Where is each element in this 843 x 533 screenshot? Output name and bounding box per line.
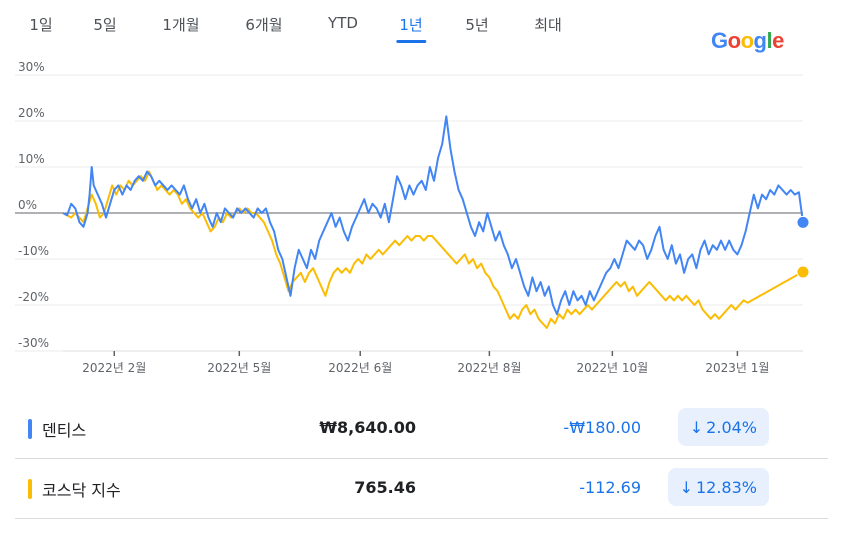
y-tick-label: 0% (18, 198, 37, 212)
y-tick-label: -30% (18, 336, 49, 350)
chart-grid (15, 74, 803, 352)
tab-ytd[interactable]: YTD (328, 14, 358, 32)
series-price: ₩8,640.00 (319, 418, 416, 437)
y-tick-label: 10% (18, 152, 45, 166)
y-tick-label: -20% (18, 290, 49, 304)
series-end-point (796, 265, 810, 279)
x-tick-label: 2022년 8월 (457, 361, 521, 375)
percent-change-badge: ↓ 12.83% (667, 468, 769, 506)
y-axis: 30% 20% 10% 0% -10% -20% -30% (18, 60, 49, 350)
tab-5d[interactable]: 5일 (93, 16, 117, 34)
logo-letter: o (727, 28, 741, 53)
tab-5y[interactable]: 5년 (465, 16, 489, 34)
y-tick-label: -10% (18, 244, 49, 258)
logo-letter: g (753, 28, 767, 53)
series-name: 덴티스 (42, 421, 87, 440)
x-tick-label: 2022년 6월 (328, 361, 392, 375)
tab-1d[interactable]: 1일 (29, 16, 53, 34)
arrow-down-icon: ↓ (689, 417, 704, 437)
tab-1m[interactable]: 1개월 (162, 16, 200, 34)
logo-letter: l (766, 28, 773, 53)
y-tick-label: 20% (18, 106, 45, 120)
series-color-marker (28, 419, 32, 439)
chart-series (62, 115, 810, 329)
arrow-down-icon: ↓ (679, 477, 693, 497)
tab-max[interactable]: 최대 (534, 16, 562, 34)
google-logo: Google (711, 28, 784, 54)
percent-change-value: 2.04% (706, 417, 757, 437)
x-tick-label: 2022년 5월 (207, 361, 271, 375)
y-tick-label: 30% (18, 60, 45, 74)
logo-letter: e (772, 28, 784, 53)
series-line-kosdaq (62, 170, 804, 329)
x-axis: 2022년 2월 2022년 5월 2022년 6월 2022년 8월 2022년 10… (63, 350, 803, 375)
series-change: -112.69 (579, 478, 641, 497)
logo-letter: o (740, 28, 754, 53)
series-price: 765.46 (354, 478, 416, 497)
series-color-marker (28, 479, 32, 499)
logo-letter: G (711, 28, 728, 53)
percent-change-value: 12.83% (695, 477, 757, 497)
x-tick-label: 2022년 10월 (577, 361, 649, 375)
series-change: -₩180.00 (563, 418, 641, 437)
legend-row-dentis[interactable]: 덴티스 ₩8,640.00 -₩180.00 ↓ 2.04% (15, 398, 828, 459)
series-name: 코스닥 지수 (42, 481, 121, 500)
percent-change-badge: ↓ 2.04% (677, 408, 769, 446)
tab-1y[interactable]: 1년 (399, 16, 423, 34)
price-chart[interactable]: 30% 20% 10% 0% -10% -20% -30% 2022년 2월 2022년 5월… (0, 60, 843, 390)
range-tabs: 1일 5일 1개월 6개월 YTD 1년 5년 최대 (0, 0, 843, 48)
x-tick-label: 2023년 1월 (705, 361, 769, 375)
series-line-dentis (62, 115, 804, 316)
x-tick-label: 2022년 2월 (82, 361, 146, 375)
tab-6m[interactable]: 6개월 (245, 16, 283, 34)
legend-row-kosdaq[interactable]: 코스닥 지수 765.46 -112.69 ↓ 12.83% (15, 458, 828, 519)
series-end-point (796, 215, 810, 229)
